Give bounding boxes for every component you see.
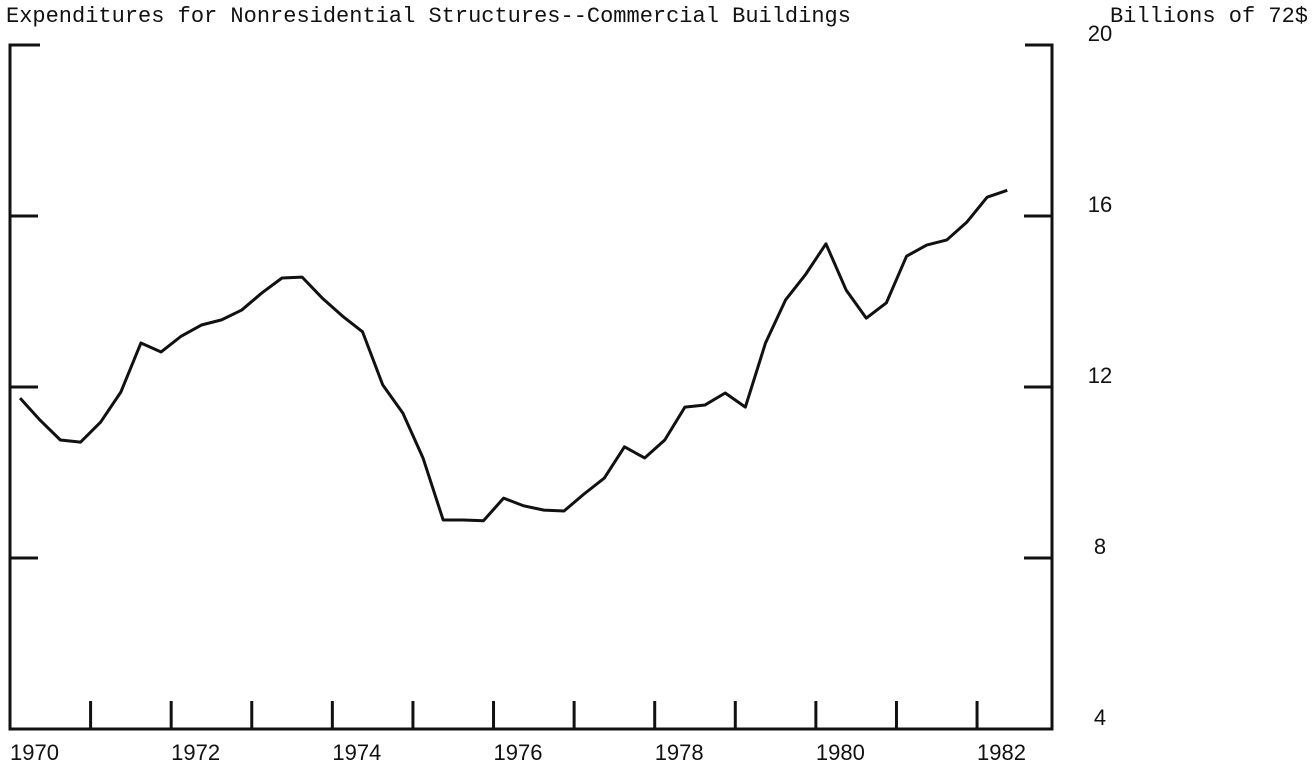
x-tick-label: 1976 xyxy=(494,740,543,765)
y-tick-label: 4 xyxy=(1094,705,1106,730)
x-tick-label: 1980 xyxy=(816,740,865,765)
plot-frame xyxy=(8,43,1054,731)
y-tick-label: 12 xyxy=(1088,363,1112,388)
x-tick-label: 1974 xyxy=(332,740,381,765)
x-tick-label: 1982 xyxy=(977,740,1026,765)
y-tick-label: 16 xyxy=(1088,192,1112,217)
y-axis-label: Billions of 72$ xyxy=(1110,4,1308,29)
x-tick-label: 1972 xyxy=(171,740,220,765)
y-tick-label: 8 xyxy=(1094,534,1106,559)
data-line xyxy=(18,188,1008,523)
x-tick-label: 1978 xyxy=(655,740,704,765)
y-tick-label: 20 xyxy=(1088,21,1112,46)
x-tick-label: 1970 xyxy=(10,740,59,765)
chart-title: Expenditures for Nonresidential Structur… xyxy=(6,4,851,29)
